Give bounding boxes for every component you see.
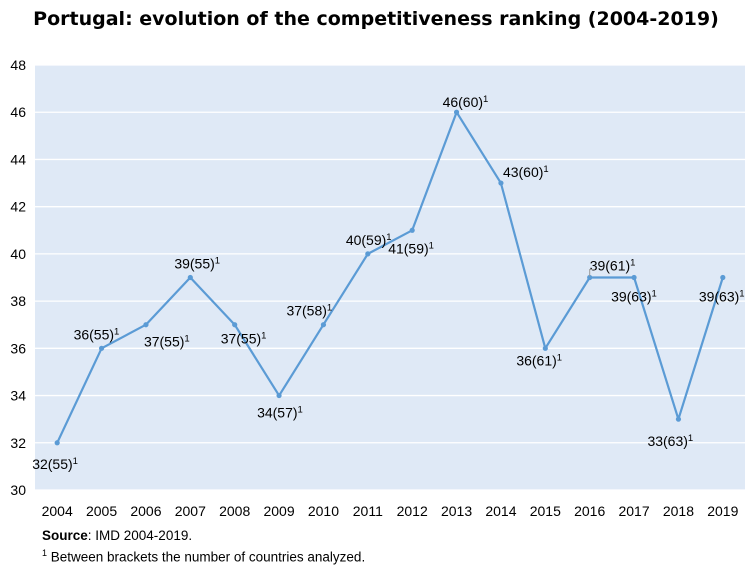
point-2006: [143, 322, 149, 328]
point-2011: [365, 251, 371, 257]
x-tick-2006: 2006: [130, 503, 161, 519]
x-tick-2009: 2009: [263, 503, 294, 519]
y-tick-38: 38: [10, 293, 26, 309]
x-tick-2019: 2019: [707, 503, 738, 519]
series-group: [54, 109, 726, 446]
x-tick-2005: 2005: [86, 503, 117, 519]
y-tick-32: 32: [10, 435, 26, 451]
y-tick-42: 42: [10, 199, 26, 215]
x-tick-2008: 2008: [219, 503, 250, 519]
source-text: : IMD 2004-2019.: [87, 528, 193, 543]
x-tick-2004: 2004: [42, 503, 73, 519]
chart-title: Portugal: evolution of the competitivene…: [33, 8, 719, 30]
point-2019: [720, 274, 726, 281]
data-label-2006: 37(55)1: [144, 334, 190, 350]
point-2016: [587, 274, 593, 281]
data-label-2017: 39(63)1: [611, 289, 657, 305]
point-2018: [675, 416, 682, 422]
x-tick-2016: 2016: [574, 503, 605, 519]
source-note: Source: IMD 2004-2019.: [42, 528, 192, 544]
point-2015: [542, 345, 548, 351]
x-tick-2017: 2017: [618, 503, 649, 519]
y-tick-48: 48: [10, 57, 26, 73]
point-2014: [498, 180, 504, 186]
data-label-2014: 43(60)1: [503, 164, 549, 180]
point-2013: [453, 109, 460, 115]
data-label-2007: 39(55)1: [174, 256, 220, 272]
y-axis-ticks: 30 32 34 36 38 40 42 44 46 48: [10, 57, 26, 498]
data-label-2011: 40(59)1: [346, 232, 392, 248]
footnote-text: Between brackets the number of countries…: [47, 549, 366, 565]
data-label-2015: 36(61)1: [516, 352, 562, 368]
x-axis-ticks: 2004 2005 2006 2007 2008 2009 2010 2011 2012 2013…: [42, 503, 739, 519]
y-tick-30: 30: [10, 482, 26, 498]
point-2008: [232, 322, 238, 328]
x-tick-2011: 2011: [353, 503, 383, 519]
data-label-2018: 33(63)1: [647, 433, 693, 449]
data-label-2016: 39(61)1: [590, 258, 636, 274]
plot-background: [35, 65, 745, 490]
y-tick-40: 40: [10, 246, 26, 262]
point-2005: [98, 345, 105, 351]
label-leader-2016: [589, 269, 595, 277]
y-tick-34: 34: [10, 388, 26, 404]
x-tick-2018: 2018: [663, 503, 694, 519]
data-label-2019: 39(63)1: [699, 289, 745, 305]
data-label-2005: 36(55)1: [74, 326, 120, 342]
point-2012: [409, 227, 415, 233]
y-tick-36: 36: [10, 340, 26, 356]
point-2007: [187, 274, 193, 281]
x-tick-2013: 2013: [441, 503, 472, 519]
data-label-2008: 37(55)1: [221, 331, 267, 347]
series-line: [56, 111, 724, 444]
x-tick-2014: 2014: [485, 503, 516, 519]
y-tick-44: 44: [10, 151, 26, 167]
data-label-2009: 34(57)1: [257, 405, 303, 421]
x-tick-2010: 2010: [308, 503, 339, 519]
point-2009: [276, 392, 282, 399]
point-2017: [631, 274, 637, 281]
point-2010: [320, 322, 327, 328]
data-label-2013: 46(60)1: [443, 94, 489, 110]
data-labels: 32(55)1 36(55)1 37(55)1 39(55)1 37(55)1 34(57…: [32, 94, 744, 472]
data-label-2012: 41(59)1: [388, 240, 434, 256]
x-tick-2012: 2012: [397, 503, 428, 519]
point-2004: [54, 440, 60, 446]
x-tick-2015: 2015: [530, 503, 561, 519]
data-label-2004: 32(55)1: [32, 456, 78, 472]
x-tick-2007: 2007: [175, 503, 206, 519]
y-tick-46: 46: [10, 104, 26, 120]
source-label: Source: [42, 528, 88, 543]
footnote-mark: 1: [42, 548, 48, 558]
footnote: 1 Between brackets the number of countri…: [42, 545, 365, 566]
grid-lines: [35, 64, 745, 491]
data-label-2010: 37(58)1: [286, 303, 332, 319]
